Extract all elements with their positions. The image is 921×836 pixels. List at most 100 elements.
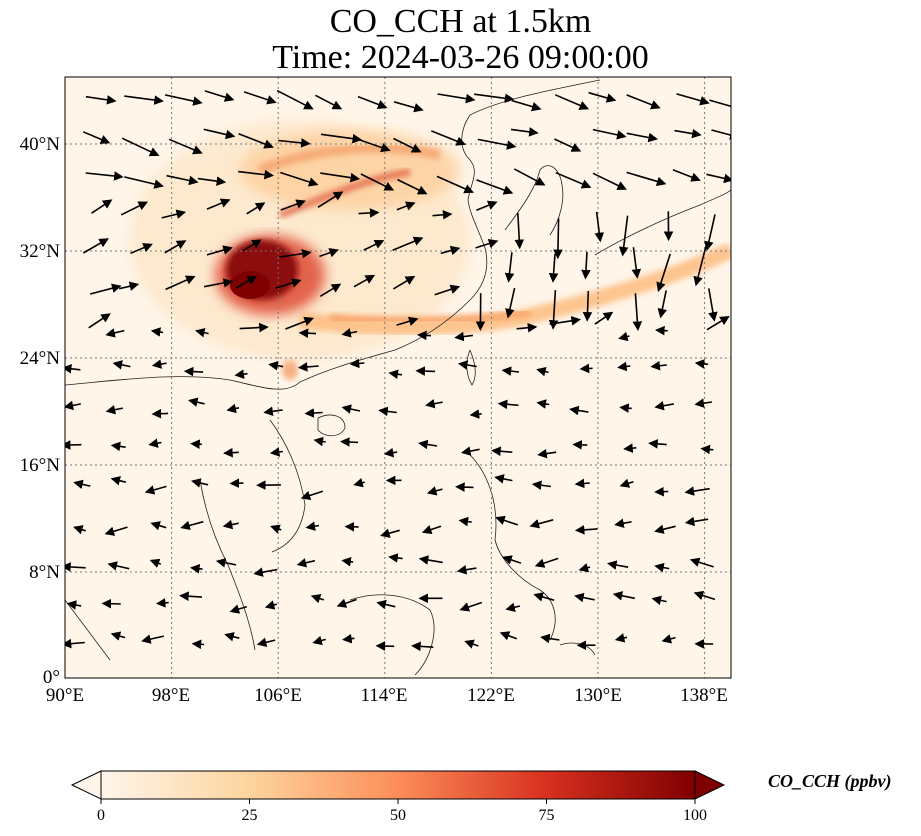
wind-arrow [632,293,643,331]
wind-arrow [572,440,588,450]
wind-arrow [661,634,676,644]
wind-arrow [313,436,326,447]
wind-arrow [476,200,498,212]
wind-arrow [264,600,278,610]
wind-arrow [319,283,342,297]
wind-arrow [574,478,590,489]
wind-arrow [618,331,630,342]
wind-arrow [204,90,235,102]
wind-arrow [708,288,718,322]
wind-arrow [425,398,443,409]
wind-arrow [180,520,204,531]
wind-arrow [358,138,391,153]
title-time: Time: 2024-03-26 09:00:00 [272,39,649,76]
wind-arrow [511,99,542,112]
wind-arrow [694,359,709,369]
wind-arrow [709,99,731,108]
lat-tick-label: 24°N [19,348,60,369]
wind-arrow [124,176,164,189]
wind-arrow [65,562,86,572]
wind-arrow [235,275,258,289]
wind-arrow [85,171,124,181]
wind-arrow [353,274,376,288]
wind-arrow [229,604,248,614]
wind-arrow [150,327,164,337]
wind-arrow [310,594,325,604]
wind-arrow [197,176,227,186]
wind-arrow [510,127,539,137]
wind-arrow [618,215,629,257]
wind-arrow [270,524,282,534]
wind-arrow [336,598,357,608]
wind-arrow [516,322,538,333]
wind-arrow [188,397,205,407]
wind-arrow [582,290,593,322]
wind-arrow [555,171,592,189]
wind-arrow [191,478,209,488]
wind-arrow [234,369,248,379]
wind-arrow [657,290,668,319]
wind-arrow [505,602,521,612]
wind-arrow [242,239,262,252]
wind-arrow [112,360,131,370]
wind-arrow [592,172,627,190]
wind-arrow [494,474,513,484]
wind-arrow [614,518,632,528]
wind-arrow [711,129,731,140]
wind-arrow [150,521,167,531]
wind-arrow [206,198,231,210]
wind-arrow [263,406,283,417]
wind-arrow [392,275,416,290]
wind-arrow [224,632,240,642]
wind-arrow [594,311,614,325]
lon-tick-label: 114°E [360,685,408,706]
wind-arrow [654,400,674,411]
wind-arrow [256,637,276,647]
wind-arrow [65,400,81,411]
wind-arrow [464,639,479,649]
wind-arrow [436,175,474,194]
wind-arrow [223,447,239,458]
wind-arrow [238,169,274,180]
wind-arrow [161,209,187,219]
wind-arrow [148,438,162,448]
lon-tick-label: 90°E [45,685,85,706]
wind-arrow [280,171,319,187]
wind-arrow [396,316,419,326]
wind-arrow [514,212,525,250]
wind-arrow [626,94,661,110]
wind-arrow [396,201,416,211]
wind-arrow [700,444,714,455]
wind-arrow [268,361,284,371]
wind-arrow [458,516,472,527]
map-frame [64,76,732,679]
lon-tick-label: 122°E [467,685,515,706]
wind-arrow [383,447,398,458]
wind-arrow [297,362,319,372]
wind-arrow [569,405,589,416]
wind-arrow [105,328,125,338]
wind-arrow [65,638,85,649]
wind-arrow [431,130,466,146]
wind-arrow [612,591,635,601]
wind-arrow [574,592,595,603]
wind-arrow [315,94,343,110]
wind-arrow [141,634,164,644]
wind-arrow [502,555,522,565]
colorbar-tick-label: 50 [390,807,406,824]
wind-arrow [183,366,204,377]
wind-arrow [269,447,284,457]
wind-arrow [655,325,668,336]
wind-arrow [243,91,277,105]
wind-arrow [276,89,314,110]
wind-arrow [417,330,432,341]
wind-arrow [704,214,716,251]
wind-arrow [706,173,731,184]
wind-arrow [206,245,233,256]
wind-arrow [614,633,628,643]
wind-arrow [706,315,730,331]
wind-arrow [461,446,480,456]
wind-arrow [578,563,591,573]
wind-arrow [455,482,474,492]
wind-arrow [320,133,363,144]
